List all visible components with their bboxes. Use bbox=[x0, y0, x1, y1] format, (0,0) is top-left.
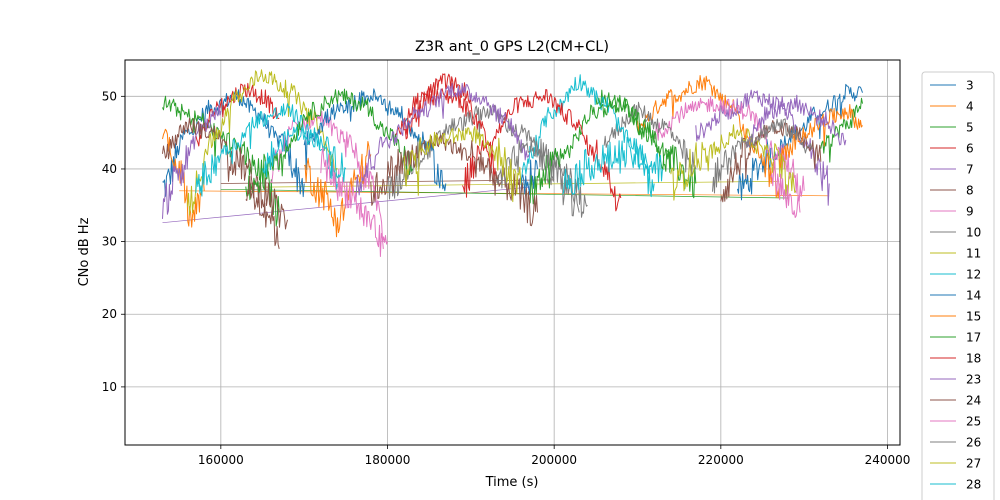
series-line bbox=[187, 69, 338, 216]
plot-frame bbox=[124, 59, 901, 446]
series-11 bbox=[187, 69, 797, 216]
series-line bbox=[528, 96, 672, 205]
connector-line bbox=[220, 188, 788, 199]
grid bbox=[125, 60, 900, 445]
series-27 bbox=[403, 126, 522, 203]
series-25 bbox=[320, 146, 801, 257]
series-line bbox=[695, 89, 830, 206]
series-line bbox=[245, 175, 280, 250]
series-group bbox=[162, 69, 863, 257]
series-line bbox=[770, 157, 801, 218]
legend-label: 5 bbox=[966, 121, 974, 135]
legend-label: 12 bbox=[966, 268, 981, 282]
legend-label: 26 bbox=[966, 436, 981, 450]
legend-label: 3 bbox=[966, 79, 974, 93]
y-tick-label: 10 bbox=[102, 380, 117, 394]
legend-label: 23 bbox=[966, 373, 981, 387]
x-tick-label: 180000 bbox=[365, 453, 411, 467]
series-7 bbox=[162, 89, 830, 219]
series-line bbox=[562, 136, 663, 195]
connector-line bbox=[179, 190, 830, 197]
x-tick-label: 160000 bbox=[198, 453, 244, 467]
series-line bbox=[712, 118, 813, 194]
series-12 bbox=[195, 74, 655, 198]
x-tick-label: 200000 bbox=[531, 453, 577, 467]
legend-label: 17 bbox=[966, 331, 981, 345]
legend-label: 4 bbox=[966, 100, 974, 114]
y-tick-label: 20 bbox=[102, 307, 117, 321]
legend-label: 24 bbox=[966, 394, 981, 408]
legend-label: 18 bbox=[966, 352, 981, 366]
series-line bbox=[778, 104, 863, 169]
series-line bbox=[195, 103, 338, 197]
series-line bbox=[462, 89, 622, 212]
series-28 bbox=[262, 126, 663, 195]
legend-label: 6 bbox=[966, 142, 974, 156]
series-line bbox=[162, 117, 288, 230]
series-line bbox=[520, 74, 655, 198]
series-line bbox=[320, 146, 384, 257]
series-line bbox=[395, 73, 497, 183]
series-line bbox=[270, 111, 388, 245]
series-line bbox=[670, 124, 797, 201]
legend-label: 9 bbox=[966, 205, 974, 219]
axis-ticks: 160000 180000 200000 220000 240000 10 20 30 40 50 bbox=[102, 89, 911, 467]
x-tick-label: 220000 bbox=[698, 453, 744, 467]
series-14 bbox=[303, 88, 538, 199]
legend-label: 15 bbox=[966, 310, 981, 324]
series-line bbox=[745, 94, 847, 148]
series-line bbox=[303, 88, 447, 192]
series-line bbox=[162, 104, 222, 219]
connector-line bbox=[262, 180, 780, 188]
legend-box bbox=[921, 71, 995, 500]
legend-label: 25 bbox=[966, 415, 981, 429]
x-tick-label: 240000 bbox=[865, 453, 911, 467]
chart-title: Z3R ant_0 GPS L2(CM+CL) bbox=[415, 39, 609, 55]
series-23 bbox=[353, 82, 847, 200]
y-tick-label: 30 bbox=[102, 235, 117, 249]
y-tick-label: 50 bbox=[102, 89, 117, 103]
series-17 bbox=[245, 88, 672, 205]
legend-label: 14 bbox=[966, 289, 981, 303]
series-line bbox=[820, 97, 863, 163]
legend-label: 28 bbox=[966, 478, 981, 492]
series-line bbox=[653, 96, 805, 202]
legend-label: 7 bbox=[966, 163, 974, 177]
y-axis-label: CNo dB Hz bbox=[77, 217, 92, 286]
legend-label: 11 bbox=[966, 247, 981, 261]
series-line bbox=[403, 126, 522, 203]
series-9 bbox=[270, 96, 805, 245]
series-line bbox=[353, 82, 530, 200]
x-axis-label: Time (s) bbox=[485, 475, 539, 490]
series-line bbox=[262, 126, 347, 182]
y-tick-label: 40 bbox=[102, 162, 117, 176]
series-line bbox=[387, 104, 580, 217]
series-18 bbox=[395, 73, 622, 212]
legend-label: 27 bbox=[966, 457, 981, 471]
series-line bbox=[245, 88, 413, 200]
series-line bbox=[520, 159, 538, 199]
legend: 3 4 5 6 7 8 9 10 11 12 14 15 17 18 23 24 25 26 27 28 bbox=[921, 71, 995, 500]
legend-label: 8 bbox=[966, 184, 974, 198]
legend-label: 10 bbox=[966, 226, 981, 240]
